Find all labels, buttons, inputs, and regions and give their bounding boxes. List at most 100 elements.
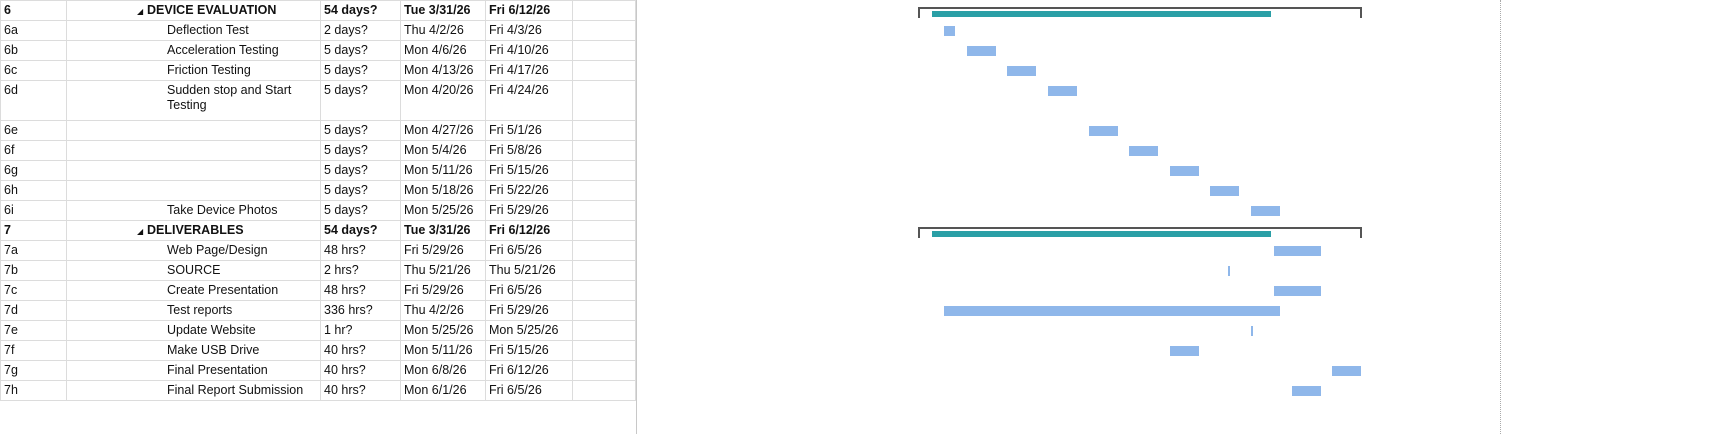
task-id-cell[interactable]: 7e bbox=[0, 320, 67, 341]
task-bar[interactable] bbox=[1251, 205, 1280, 216]
start-cell[interactable]: Mon 5/18/26 bbox=[400, 180, 486, 201]
task-bar[interactable] bbox=[1088, 125, 1118, 136]
task-id-cell[interactable]: 7c bbox=[0, 280, 67, 301]
empty-column-cell[interactable] bbox=[572, 260, 636, 281]
duration-cell[interactable]: 5 days? bbox=[320, 80, 401, 121]
start-cell[interactable]: Fri 5/29/26 bbox=[400, 240, 486, 261]
task-row[interactable]: 6h 5 days? Mon 5/18/26 Fri 5/22/26 bbox=[0, 180, 636, 201]
start-cell[interactable]: Thu 4/2/26 bbox=[400, 20, 486, 41]
task-name-cell[interactable]: Acceleration Testing bbox=[66, 40, 321, 61]
task-id-cell[interactable]: 7f bbox=[0, 340, 67, 361]
task-bar[interactable] bbox=[1169, 165, 1199, 176]
finish-cell[interactable]: Fri 6/5/26 bbox=[485, 380, 573, 401]
duration-cell[interactable]: 1 hr? bbox=[320, 320, 401, 341]
task-id-cell[interactable]: 6c bbox=[0, 60, 67, 81]
empty-column-cell[interactable] bbox=[572, 280, 636, 301]
duration-cell[interactable]: 40 hrs? bbox=[320, 340, 401, 361]
collapse-triangle-icon[interactable]: ◢ bbox=[137, 227, 144, 236]
task-name-cell[interactable]: ◢ DELIVERABLES bbox=[66, 220, 321, 241]
start-cell[interactable]: Mon 4/13/26 bbox=[400, 60, 486, 81]
finish-cell[interactable]: Thu 5/21/26 bbox=[485, 260, 573, 281]
duration-cell[interactable]: 5 days? bbox=[320, 180, 401, 201]
start-cell[interactable]: Fri 5/29/26 bbox=[400, 280, 486, 301]
duration-cell[interactable]: 5 days? bbox=[320, 140, 401, 161]
empty-column-cell[interactable] bbox=[572, 320, 636, 341]
task-name-cell[interactable] bbox=[66, 120, 321, 141]
task-name-cell[interactable]: Update Website bbox=[66, 320, 321, 341]
task-bar[interactable] bbox=[1048, 85, 1077, 96]
task-id-cell[interactable]: 6a bbox=[0, 20, 67, 41]
task-bar[interactable] bbox=[1210, 185, 1240, 196]
finish-cell[interactable]: Fri 5/1/26 bbox=[485, 120, 573, 141]
task-id-cell[interactable]: 6f bbox=[0, 140, 67, 161]
empty-column-cell[interactable] bbox=[572, 340, 636, 361]
task-id-cell[interactable]: 7b bbox=[0, 260, 67, 281]
duration-cell[interactable]: 48 hrs? bbox=[320, 280, 401, 301]
start-cell[interactable]: Mon 5/25/26 bbox=[400, 200, 486, 221]
task-id-cell[interactable]: 7d bbox=[0, 300, 67, 321]
task-bar[interactable] bbox=[1332, 365, 1362, 376]
task-row[interactable]: 7g Final Presentation 40 hrs? Mon 6/8/26 Fri… bbox=[0, 360, 636, 381]
task-row[interactable]: 7h Final Report Submission 40 hrs? Mon 6/1/… bbox=[0, 380, 636, 401]
duration-cell[interactable]: 5 days? bbox=[320, 40, 401, 61]
start-cell[interactable]: Mon 4/20/26 bbox=[400, 80, 486, 121]
duration-cell[interactable]: 5 days? bbox=[320, 200, 401, 221]
task-name-cell[interactable]: Take Device Photos bbox=[66, 200, 321, 221]
task-name-cell[interactable] bbox=[66, 140, 321, 161]
task-bar[interactable] bbox=[943, 25, 956, 36]
task-bar[interactable] bbox=[1274, 245, 1321, 256]
task-name-cell[interactable]: Create Presentation bbox=[66, 280, 321, 301]
task-name-cell[interactable]: Sudden stop and Start Testing bbox=[66, 80, 321, 121]
task-row[interactable]: 6 ◢ DEVICE EVALUATION 54 days? Tue 3/31/26 Fr… bbox=[0, 0, 636, 21]
empty-column-cell[interactable] bbox=[572, 240, 636, 261]
finish-cell[interactable]: Fri 5/15/26 bbox=[485, 340, 573, 361]
task-id-cell[interactable]: 6g bbox=[0, 160, 67, 181]
task-name-cell[interactable]: Web Page/Design bbox=[66, 240, 321, 261]
task-name-cell[interactable]: Final Presentation bbox=[66, 360, 321, 381]
task-name-cell[interactable]: Friction Testing bbox=[66, 60, 321, 81]
task-row[interactable]: 6i Take Device Photos 5 days? Mon 5/25/26 Fr… bbox=[0, 200, 636, 221]
start-cell[interactable]: Mon 6/8/26 bbox=[400, 360, 486, 381]
finish-cell[interactable]: Fri 6/12/26 bbox=[485, 0, 573, 21]
task-bar[interactable] bbox=[1007, 65, 1037, 76]
finish-cell[interactable]: Fri 6/12/26 bbox=[485, 360, 573, 381]
empty-column-cell[interactable] bbox=[572, 0, 636, 21]
start-cell[interactable]: Mon 4/27/26 bbox=[400, 120, 486, 141]
task-id-cell[interactable]: 6e bbox=[0, 120, 67, 141]
task-name-cell[interactable] bbox=[66, 180, 321, 201]
task-row[interactable]: 6b Acceleration Testing 5 days? Mon 4/6/26 F… bbox=[0, 40, 636, 61]
task-row[interactable]: 7b SOURCE 2 hrs? Thu 5/21/26 Thu 5/21/26 bbox=[0, 260, 636, 281]
finish-cell[interactable]: Fri 4/3/26 bbox=[485, 20, 573, 41]
task-bar[interactable] bbox=[943, 305, 1280, 316]
start-cell[interactable]: Tue 3/31/26 bbox=[400, 0, 486, 21]
empty-column-cell[interactable] bbox=[572, 140, 636, 161]
task-id-cell[interactable]: 6b bbox=[0, 40, 67, 61]
task-row[interactable]: 6f 5 days? Mon 5/4/26 Fri 5/8/26 bbox=[0, 140, 636, 161]
finish-cell[interactable]: Fri 5/22/26 bbox=[485, 180, 573, 201]
duration-cell[interactable]: 40 hrs? bbox=[320, 380, 401, 401]
finish-cell[interactable]: Fri 4/24/26 bbox=[485, 80, 573, 121]
duration-cell[interactable]: 2 hrs? bbox=[320, 260, 401, 281]
task-bar[interactable] bbox=[1274, 285, 1321, 296]
start-cell[interactable]: Mon 5/11/26 bbox=[400, 340, 486, 361]
task-id-cell[interactable]: 7g bbox=[0, 360, 67, 381]
task-id-cell[interactable]: 7 bbox=[0, 220, 67, 241]
start-cell[interactable]: Mon 4/6/26 bbox=[400, 40, 486, 61]
task-bar[interactable] bbox=[1129, 145, 1159, 156]
finish-cell[interactable]: Fri 5/15/26 bbox=[485, 160, 573, 181]
empty-column-cell[interactable] bbox=[572, 60, 636, 81]
task-id-cell[interactable]: 6d bbox=[0, 80, 67, 121]
task-id-cell[interactable]: 7h bbox=[0, 380, 67, 401]
finish-cell[interactable]: Fri 5/29/26 bbox=[485, 300, 573, 321]
duration-cell[interactable]: 54 days? bbox=[320, 220, 401, 241]
task-name-cell[interactable]: ◢ DEVICE EVALUATION bbox=[66, 0, 321, 21]
empty-column-cell[interactable] bbox=[572, 360, 636, 381]
task-row[interactable]: 7 ◢ DELIVERABLES 54 days? Tue 3/31/26 Fri 6/1… bbox=[0, 220, 636, 241]
start-cell[interactable]: Mon 5/4/26 bbox=[400, 140, 486, 161]
task-row[interactable]: 7c Create Presentation 48 hrs? Fri 5/29/26 F… bbox=[0, 280, 636, 301]
task-id-cell[interactable]: 6 bbox=[0, 0, 67, 21]
empty-column-cell[interactable] bbox=[572, 380, 636, 401]
finish-cell[interactable]: Fri 4/17/26 bbox=[485, 60, 573, 81]
collapse-triangle-icon[interactable]: ◢ bbox=[137, 7, 144, 16]
finish-cell[interactable]: Fri 6/12/26 bbox=[485, 220, 573, 241]
